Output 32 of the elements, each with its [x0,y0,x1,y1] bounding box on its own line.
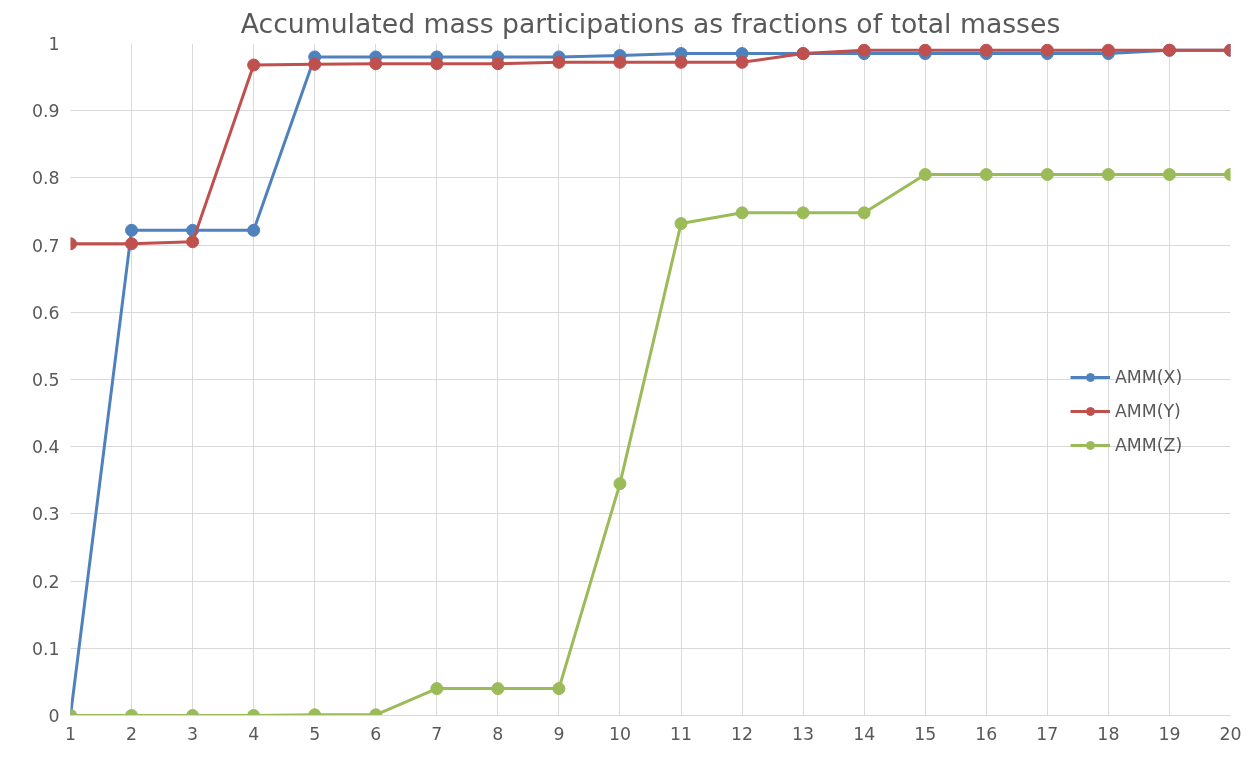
x-tick-label: 5 [309,723,321,744]
y-tick-label: 0.8 [31,168,60,189]
y-tick-label: 0.1 [31,638,60,659]
x-tick-label: 15 [914,723,937,744]
y-tick-label: 0.4 [31,437,60,458]
y-tick-label: 0.3 [31,504,60,525]
x-tick-label: 7 [431,723,443,744]
x-tick-label: 13 [792,723,815,744]
chart-title: Accumulated mass participations as fractions of total masses [240,7,1061,39]
x-tick-label: 14 [853,723,876,744]
x-tick-label: 10 [608,723,632,744]
x-tick-label: 20 [1219,723,1242,744]
x-tick-label: 19 [1158,723,1181,744]
x-tick-label: 1 [64,723,77,744]
y-tick-label: 0.6 [31,302,60,323]
y-tick-label: 0.5 [31,370,60,390]
x-tick-label: 17 [1036,723,1059,744]
x-tick-label: 4 [248,723,260,744]
y-tick-label: 0.7 [31,235,60,256]
x-tick-label: 12 [731,723,754,744]
x-tick-label: 3 [187,723,199,744]
x-tick-label: 2 [126,723,138,744]
x-tick-label: 16 [975,723,998,744]
x-tick-label: 8 [492,723,504,744]
y-tick-label: 1 [48,34,60,54]
y-tick-label: 0.9 [31,101,60,122]
x-tick-label: 11 [670,723,693,744]
x-tick-label: 9 [553,723,565,744]
x-tick-label: 6 [370,723,382,744]
x-tick-label: 18 [1097,723,1120,744]
y-tick-label: 0.2 [31,571,60,592]
y-tick-label: 0 [48,706,60,726]
